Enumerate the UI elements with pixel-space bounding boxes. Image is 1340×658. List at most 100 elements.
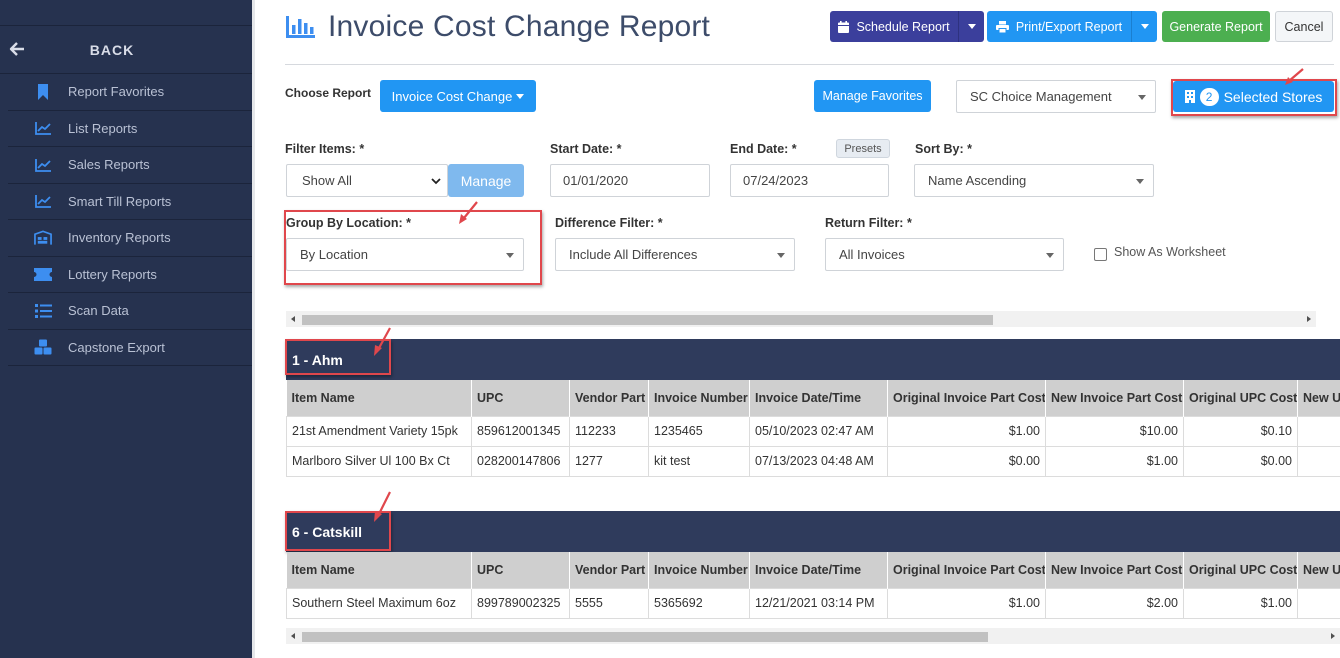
- schedule-report-button[interactable]: Schedule Report: [830, 11, 958, 42]
- report-type-dropdown[interactable]: Invoice Cost Change: [380, 80, 536, 112]
- table-cell: 05/10/2023 02:47 AM: [749, 415, 888, 447]
- show-as-worksheet-checkbox[interactable]: [1094, 248, 1107, 261]
- caret-down-icon: [1140, 24, 1149, 29]
- line-chart-icon: [34, 157, 52, 173]
- sidebar-item-label: Scan Data: [68, 303, 129, 319]
- report-table: Item Name UPC Vendor Part Invoice Number…: [286, 552, 1340, 619]
- report-table: Item Name UPC Vendor Part Invoice Number…: [286, 380, 1340, 477]
- sidebar-item-report-favorites[interactable]: Report Favorites: [8, 74, 252, 111]
- location-group-title: 1 - Ahm: [292, 351, 343, 368]
- column-header[interactable]: New U: [1297, 552, 1340, 588]
- column-header[interactable]: Vendor Part: [569, 552, 649, 588]
- choose-report-label: Choose Report: [285, 86, 372, 100]
- sort-by-select[interactable]: Name Ascending: [914, 164, 1154, 197]
- generate-report-button[interactable]: Generate Report: [1162, 11, 1270, 42]
- start-date-input[interactable]: 01/01/2020: [550, 164, 710, 197]
- scrollbar-thumb[interactable]: [302, 315, 993, 325]
- sidebar-item-label: Smart Till Reports: [68, 193, 172, 209]
- group-by-select[interactable]: By Location: [286, 238, 524, 271]
- column-header[interactable]: Original Invoice Part Cost: [887, 380, 1046, 416]
- scrollbar-thumb[interactable]: [302, 632, 988, 642]
- scroll-left-icon[interactable]: [291, 633, 295, 639]
- table-cell: 5555: [569, 587, 649, 619]
- manage-favorites-button[interactable]: Manage Favorites: [814, 80, 931, 112]
- return-filter-label: Return Filter: *: [825, 216, 912, 230]
- show-as-worksheet-label: Show As Worksheet: [1114, 245, 1226, 259]
- table-cell: $1.00: [1183, 587, 1298, 619]
- column-header[interactable]: Invoice Number: [648, 552, 750, 588]
- column-header[interactable]: Invoice Number: [648, 380, 750, 416]
- bar-chart-icon: [286, 16, 315, 38]
- table-cell: 112233: [569, 415, 649, 447]
- sidebar-item-scan-data[interactable]: Scan Data: [8, 293, 252, 330]
- table-cell: $2.00: [1045, 587, 1184, 619]
- annotation-arrow: [1285, 68, 1304, 85]
- end-date-input[interactable]: 07/24/2023: [730, 164, 889, 197]
- table-cell: 12/21/2021 03:14 PM: [749, 587, 888, 619]
- sidebar-item-smart-till-reports[interactable]: Smart Till Reports: [8, 184, 252, 220]
- filter-items-value: Show All: [302, 173, 352, 188]
- scroll-right-icon[interactable]: [1331, 633, 1335, 639]
- print-export-group: Print/Export Report: [987, 11, 1157, 42]
- table-header-row: Item Name UPC Vendor Part Invoice Number…: [286, 380, 1340, 416]
- table-cell: $0.00: [887, 445, 1046, 477]
- table-cell: Marlboro Silver Ul 100 Bx Ct: [286, 445, 472, 477]
- print-export-dropdown[interactable]: [1131, 11, 1157, 42]
- printer-icon: [995, 20, 1009, 33]
- column-header[interactable]: New Invoice Part Cost: [1045, 552, 1184, 588]
- annotation-box-group-by: [284, 210, 542, 285]
- sidebar-top: [0, 0, 252, 26]
- column-header[interactable]: Original UPC Cost: [1183, 552, 1298, 588]
- caret-down-icon: [506, 252, 514, 258]
- column-header[interactable]: UPC: [471, 380, 570, 416]
- caret-down-icon: [967, 24, 976, 29]
- back-button[interactable]: BACK: [0, 26, 252, 74]
- company-select[interactable]: SC Choice Management: [956, 80, 1156, 113]
- filter-items-select[interactable]: Show All: [286, 164, 448, 197]
- print-export-button[interactable]: Print/Export Report: [987, 11, 1131, 42]
- selected-stores-label: Selected Stores: [1223, 88, 1323, 105]
- column-header[interactable]: Invoice Date/Time: [749, 552, 888, 588]
- location-group-header: 1 - Ahm: [286, 339, 1340, 380]
- sidebar-item-label: Report Favorites: [68, 84, 165, 100]
- difference-filter-label: Difference Filter: *: [555, 216, 663, 230]
- column-header[interactable]: Original Invoice Part Cost: [887, 552, 1046, 588]
- sidebar-item-lottery-reports[interactable]: Lottery Reports: [8, 257, 252, 293]
- table-cell: kit test: [648, 445, 750, 477]
- difference-filter-select[interactable]: Include All Differences: [555, 238, 795, 271]
- horizontal-scrollbar-top[interactable]: [286, 311, 1316, 327]
- return-filter-select[interactable]: All Invoices: [825, 238, 1064, 271]
- table-row: Marlboro Silver Ul 100 Bx Ct 02820014780…: [286, 445, 1340, 477]
- sort-by-value: Name Ascending: [928, 173, 1027, 188]
- boxes-icon: [34, 339, 52, 355]
- presets-button[interactable]: Presets: [836, 139, 890, 158]
- column-header[interactable]: Vendor Part: [569, 380, 649, 416]
- column-header[interactable]: Original UPC Cost: [1183, 380, 1298, 416]
- cancel-button[interactable]: Cancel: [1275, 11, 1333, 42]
- table-cell: 21st Amendment Variety 15pk: [286, 415, 472, 447]
- column-header[interactable]: Invoice Date/Time: [749, 380, 888, 416]
- sidebar-item-inventory-reports[interactable]: Inventory Reports: [8, 220, 252, 257]
- table-cell: [1297, 445, 1340, 477]
- sidebar-item-capstone-export[interactable]: Capstone Export: [8, 330, 252, 366]
- sidebar-item-sales-reports[interactable]: Sales Reports: [8, 147, 252, 184]
- scroll-left-icon[interactable]: [291, 316, 295, 322]
- schedule-report-label: Schedule Report: [856, 19, 950, 34]
- bookmark-icon: [34, 83, 52, 100]
- table-cell: $1.00: [887, 415, 1046, 447]
- column-header[interactable]: Item Name: [286, 552, 472, 588]
- schedule-report-dropdown[interactable]: [958, 11, 984, 42]
- table-cell: 1235465: [648, 415, 750, 447]
- scroll-right-icon[interactable]: [1307, 316, 1311, 322]
- selected-stores-button[interactable]: 2 Selected Stores: [1173, 81, 1334, 112]
- arrow-left-icon: [9, 42, 24, 56]
- column-header[interactable]: New Invoice Part Cost: [1045, 380, 1184, 416]
- column-header[interactable]: New U: [1297, 380, 1340, 416]
- building-icon: [1184, 90, 1195, 103]
- column-header[interactable]: UPC: [471, 552, 570, 588]
- column-header[interactable]: Item Name: [286, 380, 472, 416]
- manage-filter-button[interactable]: Manage: [448, 164, 524, 197]
- page-title: Invoice Cost Change Report: [328, 10, 711, 43]
- horizontal-scrollbar-bottom[interactable]: [286, 628, 1340, 644]
- sidebar-item-list-reports[interactable]: List Reports: [8, 111, 252, 147]
